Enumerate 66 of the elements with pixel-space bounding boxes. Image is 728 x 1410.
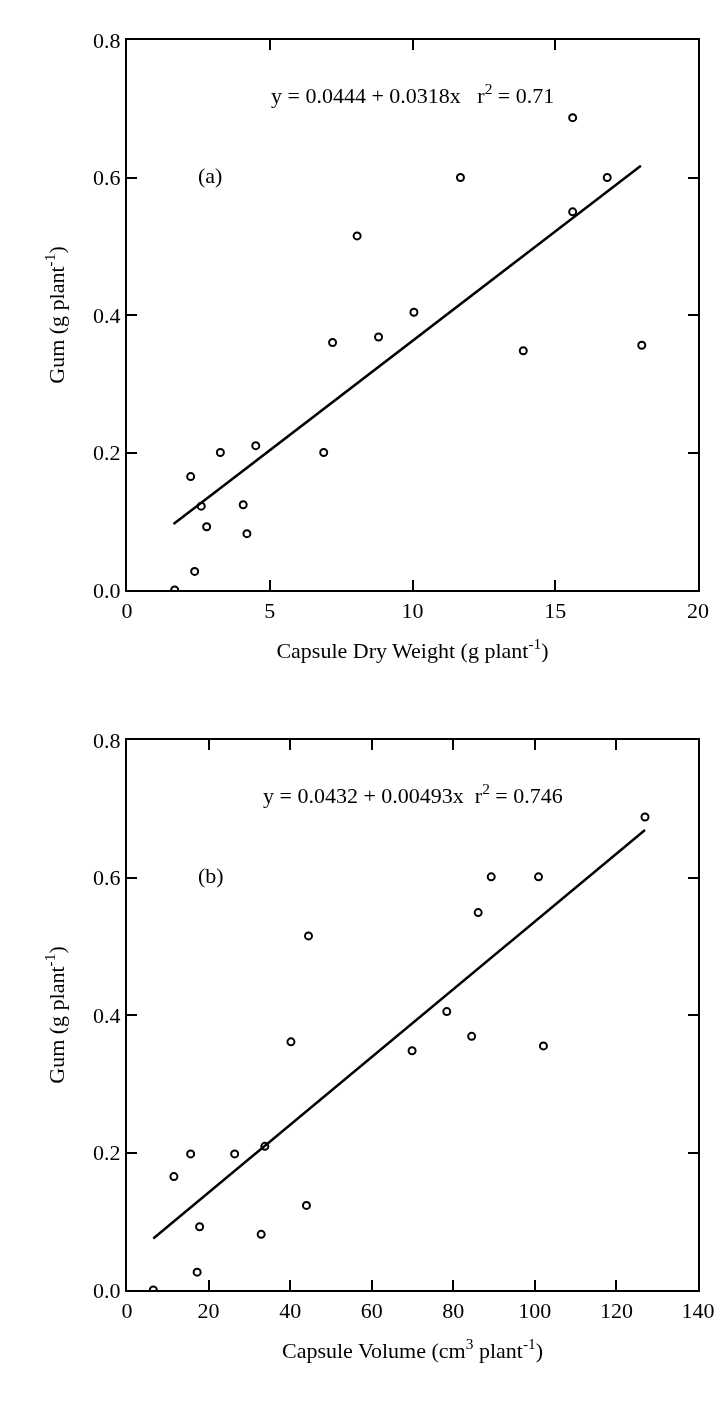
point <box>328 338 338 347</box>
point <box>467 1031 477 1041</box>
point <box>304 931 313 941</box>
point <box>256 1229 266 1239</box>
point <box>301 1200 311 1210</box>
point <box>409 307 419 317</box>
point <box>568 113 578 123</box>
x-tick-label: 15 <box>544 598 567 624</box>
y-tick-label: 0.8 <box>93 27 121 53</box>
point <box>251 441 261 451</box>
y-tick-label: 0.6 <box>93 165 121 191</box>
point <box>534 872 544 882</box>
point <box>192 1267 202 1277</box>
x-tick-label: 20 <box>197 1298 220 1324</box>
y-tick-label: 0.0 <box>93 577 121 603</box>
y-tick-label: 0.4 <box>93 302 121 328</box>
point <box>195 1222 205 1232</box>
point <box>186 472 196 482</box>
point <box>202 522 212 532</box>
point <box>238 500 248 510</box>
point <box>568 207 578 217</box>
y-tick-label: 0.0 <box>93 1277 121 1303</box>
point <box>230 1149 240 1159</box>
point <box>486 872 496 882</box>
point <box>637 340 647 350</box>
point <box>215 448 225 457</box>
annotation: (b) <box>198 863 224 888</box>
point <box>186 1149 196 1159</box>
annotation: y = 0.0444 + 0.0318x r$^{2}$ = 0.71 <box>271 80 555 109</box>
point <box>538 1041 548 1051</box>
y-tick-label: 0.8 <box>93 727 121 753</box>
point <box>196 501 206 511</box>
point <box>190 566 200 576</box>
point <box>442 1007 452 1017</box>
x-tick-label: 60 <box>360 1298 383 1324</box>
y-tick-label: 0.2 <box>93 1140 121 1166</box>
y-tick-label: 0.6 <box>93 865 121 891</box>
x-tick-label: 5 <box>264 598 276 624</box>
x-tick-label: 40 <box>279 1298 302 1324</box>
point <box>169 1172 179 1182</box>
x-axis-title: Capsule Volume (cm$^{3}$ plant$^{-1}$) <box>281 1334 544 1363</box>
point <box>374 332 384 342</box>
point <box>473 908 483 918</box>
point <box>407 1046 417 1056</box>
point <box>640 812 650 822</box>
y-tick-label: 0.4 <box>93 1002 121 1028</box>
x-axis-title: Capsule Dry Weight (g plant$^{-1}$) <box>276 634 549 663</box>
annotation: y = 0.0432 + 0.00493x r$^{2}$ = 0.746 <box>263 780 563 809</box>
point <box>319 448 329 457</box>
point <box>242 529 252 539</box>
x-tick-label: 10 <box>401 598 424 624</box>
point <box>286 1037 296 1047</box>
x-tick-label: 120 <box>599 1298 633 1324</box>
y-tick-label: 0.2 <box>93 440 121 466</box>
point <box>602 173 612 182</box>
point <box>455 173 465 182</box>
x-tick-label: 20 <box>687 598 709 624</box>
point <box>518 346 528 356</box>
annotation: (a) <box>198 163 223 188</box>
x-tick-label: 0 <box>121 1298 133 1324</box>
point <box>352 231 362 241</box>
point <box>260 1141 270 1151</box>
x-tick-label: 0 <box>121 598 133 624</box>
x-tick-label: 140 <box>681 1298 715 1324</box>
x-tick-label: 100 <box>518 1298 552 1324</box>
x-tick-label: 80 <box>442 1298 465 1324</box>
